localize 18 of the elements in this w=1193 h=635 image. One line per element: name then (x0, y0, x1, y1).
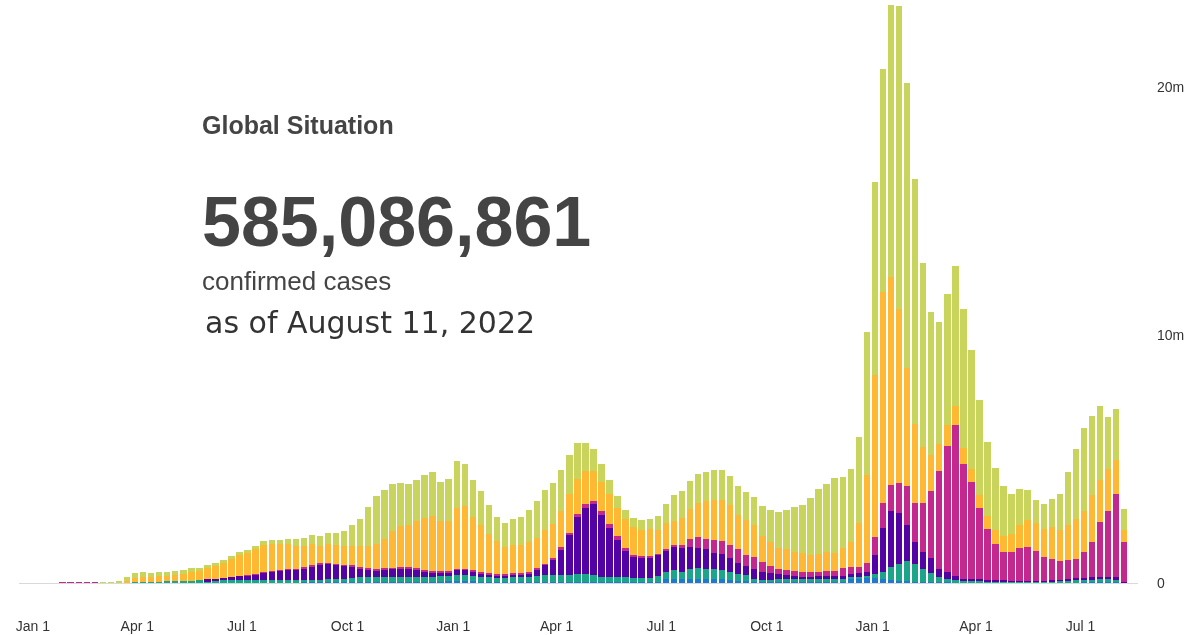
x-tick-label: Jul 1 (227, 617, 257, 634)
x-tick-label: Jan 1 (855, 617, 890, 634)
x-tick-label: Oct 1 (330, 617, 365, 634)
x-tick-label: Jan 1 (15, 617, 51, 634)
y-tick-label: 0 (1157, 574, 1165, 591)
x-tick-label: Oct 1 (750, 617, 784, 634)
y-tick-label: 10m (1157, 326, 1185, 343)
x-tick-label: Jan 1 (436, 617, 471, 634)
x-tick-label: Jul 1 (646, 617, 677, 634)
annotation: confirmed cases (202, 266, 392, 296)
x-tick-label: Apr 1 (539, 617, 574, 634)
annotation: as of August 11, 2022 (205, 305, 536, 340)
annotation: 585,086,861 (202, 183, 592, 261)
text: Global Situation (202, 111, 394, 139)
y-tick-label: 20m (1157, 78, 1185, 95)
x-tick-label: Jul 1 (1065, 617, 1096, 634)
x-tick-label: Apr 1 (120, 617, 155, 634)
x-tick-label: Apr 1 (959, 617, 993, 634)
